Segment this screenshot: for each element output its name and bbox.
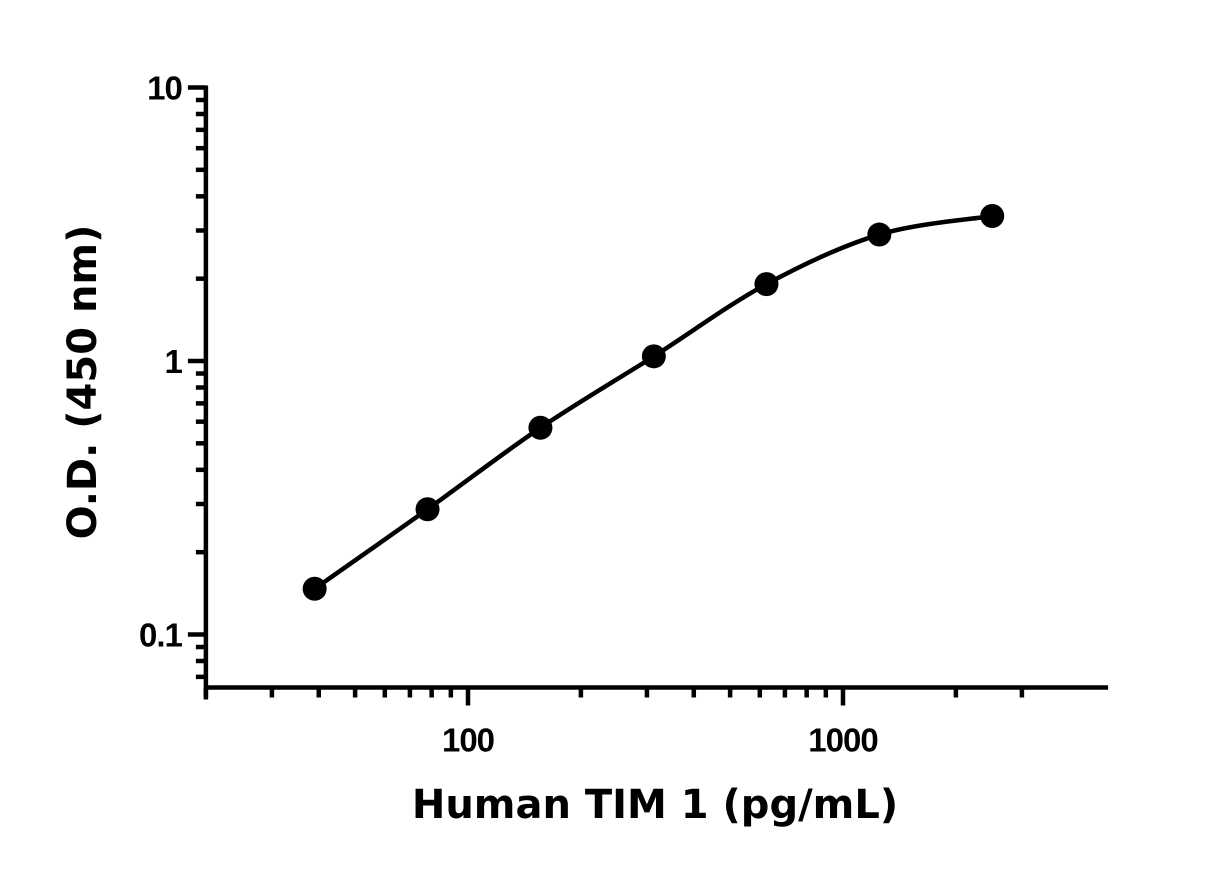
x-tick-label: 1000: [808, 722, 877, 759]
fit-curve-line: [312, 213, 995, 591]
data-point: [980, 203, 1005, 228]
y-axis-title: O.D. (450 nm): [60, 225, 106, 540]
data-point: [415, 497, 440, 522]
data-point: [754, 272, 779, 297]
x-axis: 100 1000: [203, 685, 1109, 759]
data-point: [641, 344, 666, 369]
data-point: [302, 576, 327, 601]
axes: 100 1000 0.1 1 10: [139, 70, 1109, 759]
x-axis-title: Human TIM 1 (pg/mL): [412, 782, 898, 828]
y-axis: 0.1 1 10: [139, 70, 209, 700]
y-tick-label: 1: [165, 343, 183, 380]
y-tick-label: 10: [147, 70, 182, 107]
data-point: [867, 222, 892, 247]
fit-curve: [312, 213, 995, 591]
y-tick-label: 0.1: [139, 617, 183, 654]
x-tick-label: 100: [442, 722, 494, 759]
data-point: [528, 415, 553, 440]
data-points: [302, 203, 1005, 601]
